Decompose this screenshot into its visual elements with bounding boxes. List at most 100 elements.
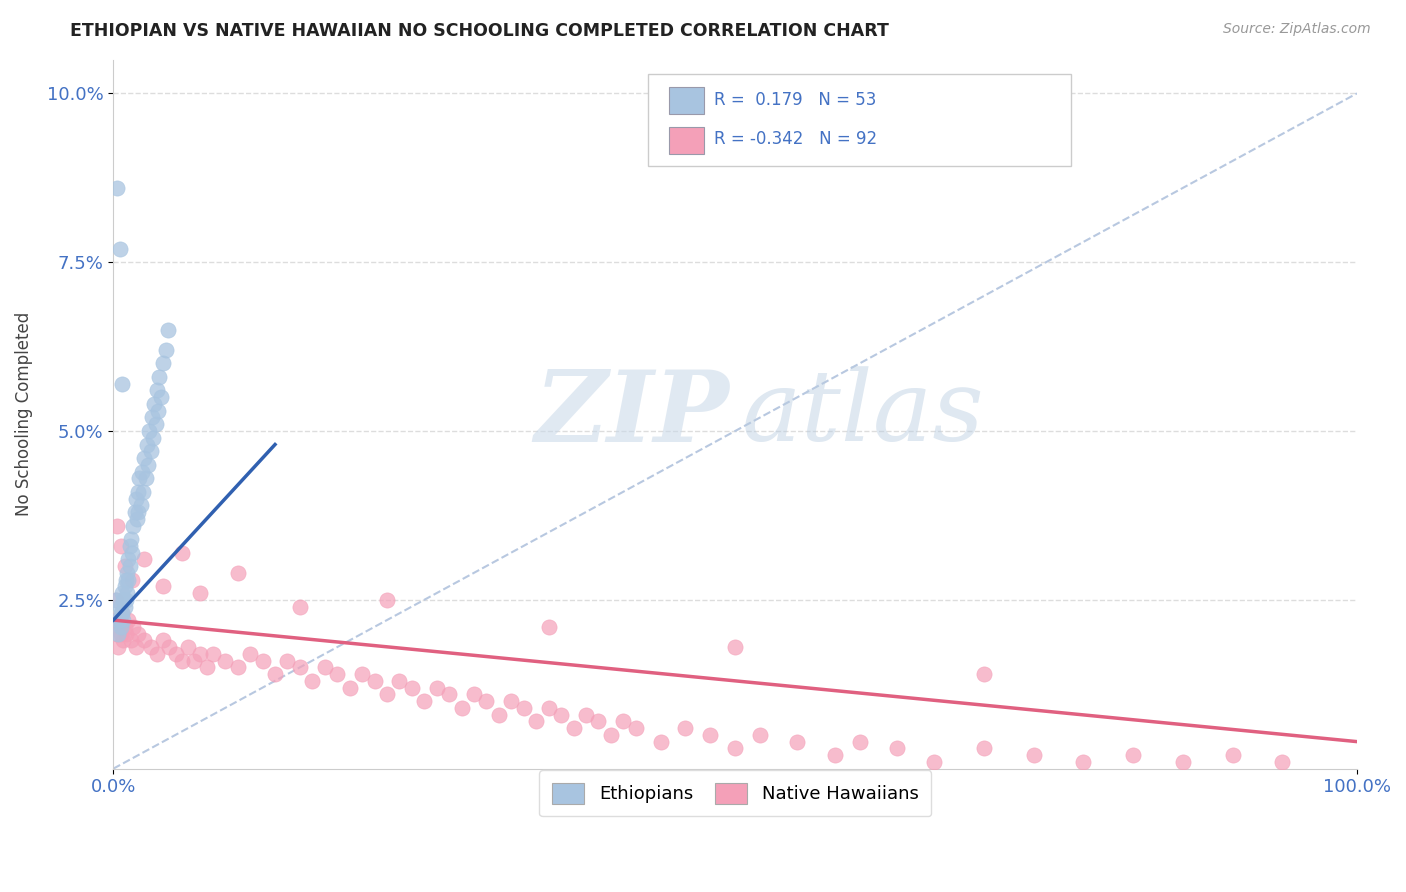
Point [973,667,995,681]
Point [105,181,128,195]
Point [136,458,159,472]
Point [125,491,148,506]
Point [1222,748,1244,763]
Point [127,484,149,499]
Point [107,626,129,640]
Point [112,613,135,627]
Point [114,592,136,607]
Point [190,647,212,661]
Point [117,573,139,587]
Point [121,545,143,559]
Point [170,654,193,668]
Point [326,667,349,681]
Text: atlas: atlas [741,367,984,462]
Point [108,613,131,627]
Point [1022,748,1045,763]
Point [339,681,361,695]
Point [134,552,156,566]
Point [110,620,132,634]
Point [120,532,142,546]
Point [114,573,136,587]
Point [437,687,460,701]
Point [190,586,212,600]
Point [226,566,249,580]
Point [115,586,138,600]
Point [115,566,138,580]
Point [146,403,169,417]
Point [141,410,163,425]
Bar [669,87,704,114]
Point [110,626,132,640]
Point [110,607,132,621]
Point [426,681,449,695]
Point [314,660,336,674]
Point [375,592,398,607]
Point [413,694,436,708]
Point [145,417,167,432]
Point [120,633,142,648]
FancyBboxPatch shape [648,74,1071,166]
Point [152,356,174,370]
Point [288,599,311,614]
Point [104,613,127,627]
Bar [669,127,704,154]
Point [973,741,995,756]
Point [132,484,155,499]
Point [108,242,131,256]
Point [111,376,134,391]
Point [501,694,523,708]
Point [129,498,152,512]
Point [786,734,808,748]
Point [488,707,510,722]
Point [252,654,274,668]
Point [239,647,262,661]
Point [127,626,149,640]
Point [111,607,134,621]
Point [524,714,547,729]
Point [125,512,148,526]
Point [128,471,150,485]
Point [848,734,870,748]
Point [124,505,146,519]
Point [127,505,149,519]
Point [125,640,148,654]
Point [122,620,145,634]
Point [650,734,672,748]
Point [105,626,128,640]
Point [110,539,132,553]
Point [118,539,141,553]
Point [195,660,218,674]
Point [112,592,135,607]
Point [1271,755,1294,769]
Point [724,640,747,654]
Legend: Ethiopians, Native Hawaiians: Ethiopians, Native Hawaiians [540,770,931,816]
Point [165,647,187,661]
Point [146,384,169,398]
Point [104,592,127,607]
Point [301,673,323,688]
Point [117,552,139,566]
Point [146,647,169,661]
Point [139,444,162,458]
Point [135,471,157,485]
Point [170,545,193,559]
Point [152,579,174,593]
Point [276,654,298,668]
Point [111,586,134,600]
Point [157,640,180,654]
Point [136,437,159,451]
Point [152,633,174,648]
Y-axis label: No Schooling Completed: No Schooling Completed [15,312,32,516]
Point [363,673,385,688]
Point [562,721,585,735]
Point [550,707,572,722]
Point [138,424,160,438]
Point [114,559,136,574]
Point [117,613,139,627]
Point [699,728,721,742]
Point [177,640,200,654]
Text: R = -0.342   N = 92: R = -0.342 N = 92 [714,129,877,147]
Point [264,667,287,681]
Text: ETHIOPIAN VS NATIVE HAWAIIAN NO SCHOOLING COMPLETED CORRELATION CHART: ETHIOPIAN VS NATIVE HAWAIIAN NO SCHOOLIN… [70,22,889,40]
Point [183,654,205,668]
